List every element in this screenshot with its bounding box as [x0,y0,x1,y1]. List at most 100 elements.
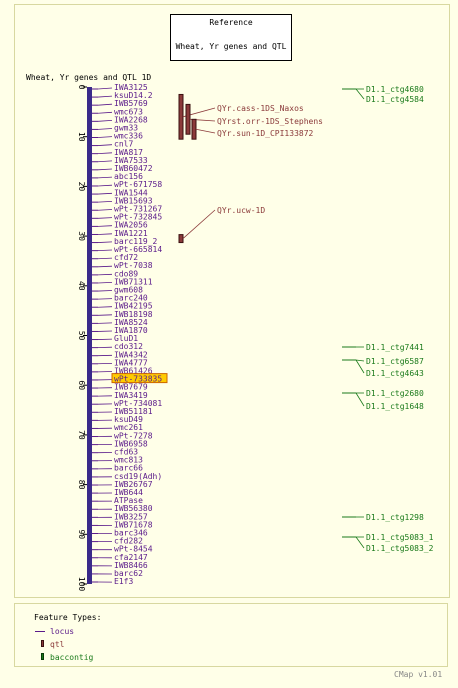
locus-label[interactable]: barc66 [114,464,143,473]
qtl-label[interactable]: QYr.ucw-1D [217,206,265,215]
locus-connector [97,111,113,114]
locus-label[interactable]: IWA1544 [114,188,148,197]
locus-label[interactable]: IWA2056 [114,221,148,230]
locus-label[interactable]: wmc673 [114,107,143,116]
locus-connector [97,273,113,276]
qtl-label[interactable]: QYrst.orr-1DS_Stephens [217,117,323,126]
map-frame [14,4,450,598]
locus-label[interactable]: ATPase [114,496,143,505]
locus-label[interactable]: barc62 [114,569,143,578]
qtl-label[interactable]: QYr.cass-1DS_Naxos [217,104,304,113]
locus-label[interactable]: IWA3419 [114,391,148,400]
qtl-connector [195,128,216,134]
qtl-bar[interactable] [178,234,184,244]
locus-label[interactable]: wPt-7278 [114,431,153,440]
locus-label[interactable]: IWA4777 [114,358,148,367]
locus-label[interactable]: wPt-732845 [114,213,162,222]
qtl-bar[interactable] [191,118,197,140]
locus-label[interactable]: cdo89 [114,269,138,278]
locus-connector [97,249,113,252]
locus-label[interactable]: IWB6958 [114,439,148,448]
locus-label[interactable]: wPt-665814 [114,245,162,254]
qtl-bar[interactable] [178,93,184,140]
locus-label[interactable]: IWA3125 [114,83,148,92]
locus-label[interactable]: IWA4342 [114,350,148,359]
axis-tick-label: 40 [77,281,86,291]
locus-label[interactable]: IWA7533 [114,156,148,165]
locus-label[interactable]: IWB42195 [114,302,153,311]
locus-label[interactable]: IWB71678 [114,520,153,529]
locus-label[interactable]: IWB3257 [114,512,148,521]
locus-label[interactable]: IWB15693 [114,196,153,205]
locus-label[interactable]: wPt-733835 [114,375,162,384]
locus-label[interactable]: wmc336 [114,132,143,141]
locus-legend-swatch [35,631,45,632]
locus-label[interactable]: gwm33 [114,124,138,133]
locus-label[interactable]: IWB7679 [114,383,148,392]
baccontig-label[interactable]: D1.1_ctg7441 [366,343,424,352]
locus-label[interactable]: barc346 [114,529,148,538]
locus-label[interactable]: cfa2147 [114,553,148,562]
locus-connector [97,87,113,90]
locus-label[interactable]: IWB26767 [114,480,153,489]
locus-connector [97,257,113,260]
locus-label[interactable]: wPt-8454 [114,545,153,554]
axis-tick-label: 90 [77,529,86,539]
locus-label[interactable]: IWA8524 [114,318,148,327]
locus-label[interactable]: wmc261 [114,423,143,432]
qtl-bar[interactable] [185,103,191,135]
locus-label[interactable]: IWB644 [114,488,143,497]
chromosome-bar[interactable] [87,87,92,584]
locus-label[interactable]: gwm608 [114,286,143,295]
locus-label[interactable]: csd19(Adh) [114,472,162,481]
locus-label[interactable]: wPt-7038 [114,261,153,270]
locus-label[interactable]: IWB51181 [114,407,153,416]
baccontig-label[interactable]: D1.1_ctg6587 [366,357,424,366]
locus-label[interactable]: cfd63 [114,448,138,457]
locus-label[interactable]: barc240 [114,294,148,303]
locus-label[interactable]: IWA1221 [114,229,148,238]
baccontig-label[interactable]: D1.1_ctg4643 [366,369,424,378]
baccontig-connector [355,536,365,549]
locus-label[interactable]: IWB56380 [114,504,153,513]
locus-label[interactable]: IWB5769 [114,99,148,108]
baccontig-label[interactable]: D1.1_ctg4680 [366,85,424,94]
locus-label[interactable]: IWA817 [114,148,143,157]
locus-label[interactable]: wPt-671758 [114,180,162,189]
baccontig-connector [355,88,365,100]
locus-label[interactable]: ksuD49 [114,415,143,424]
locus-label[interactable]: wmc813 [114,456,143,465]
baccontig-label[interactable]: D1.1_ctg5083_2 [366,544,434,553]
locus-label[interactable]: ksuD14.2 [114,91,153,100]
locus-label[interactable]: IWA1870 [114,326,148,335]
locus-label[interactable]: abc156 [114,172,143,181]
locus-label[interactable]: GluD1 [114,334,138,343]
locus-label[interactable]: IWB60472 [114,164,153,173]
baccontig-label[interactable]: D1.1_ctg1648 [366,402,424,411]
genetic-map: 0102030405060708090100IWA3125ksuD14.2IWB… [77,83,434,591]
locus-connector [97,225,113,227]
qtl-label[interactable]: QYr.sun-1D_CPI133872 [217,129,314,138]
baccontig-label[interactable]: D1.1_ctg5083_1 [366,533,434,542]
locus-connector [97,144,113,146]
baccontig-label[interactable]: D1.1_ctg1298 [366,513,424,522]
locus-label[interactable]: IWB71311 [114,277,153,286]
axis-tick-label: 70 [77,430,86,440]
locus-label[interactable]: wPt-731267 [114,205,162,214]
baccontig-label[interactable]: D1.1_ctg4584 [366,95,424,104]
locus-label[interactable]: E1f3 [114,577,133,586]
highlighted-marker-box[interactable] [111,373,168,384]
locus-label[interactable]: IWA2268 [114,115,148,124]
reference-box[interactable]: Reference Wheat, Yr genes and QTL [170,14,292,61]
locus-label[interactable]: IWB18198 [114,310,153,319]
locus-label[interactable]: IWB8466 [114,561,148,570]
locus-label[interactable]: cdo312 [114,342,143,351]
baccontig-label[interactable]: D1.1_ctg2680 [366,389,424,398]
locus-connector [97,201,113,203]
locus-label[interactable]: cfd72 [114,253,138,262]
locus-label[interactable]: cnl7 [114,140,133,149]
locus-label[interactable]: barc119_2 [114,237,158,246]
locus-label[interactable]: wPt-734081 [114,399,162,408]
locus-label[interactable]: IWB61426 [114,367,153,376]
locus-label[interactable]: cfd282 [114,537,143,546]
